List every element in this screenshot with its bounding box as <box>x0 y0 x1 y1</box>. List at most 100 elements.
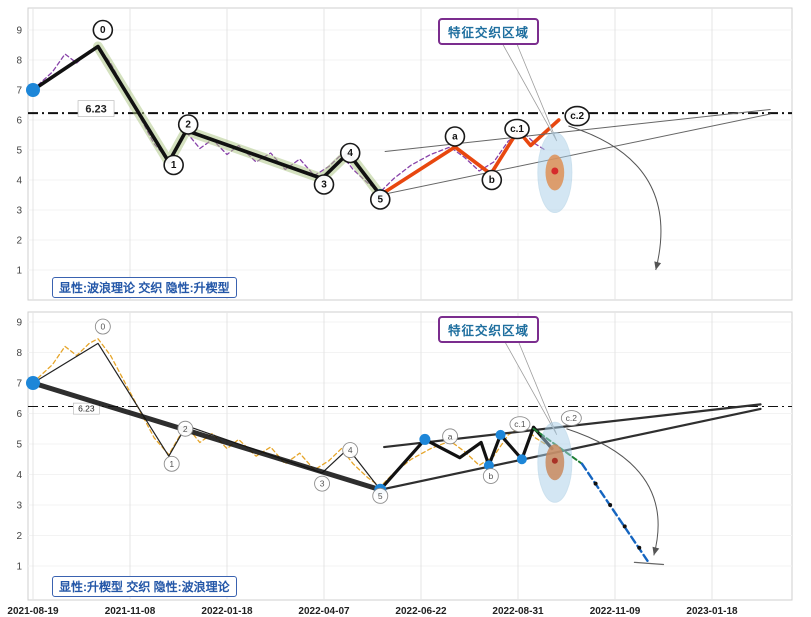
wave-label-text: a <box>452 132 458 143</box>
wave-label-circle <box>509 416 531 433</box>
marker-dot <box>495 429 506 440</box>
marker-dot <box>26 376 40 390</box>
annotation-interweave-zone-top: 特征交织区域 <box>438 18 540 45</box>
series-abc-impulse <box>378 118 561 197</box>
wave-label-text: c.1 <box>514 419 526 429</box>
wave-label-circle <box>560 410 582 427</box>
y-tick-label: 2 <box>16 236 22 247</box>
x-tick-label: 2022-01-18 <box>201 606 253 617</box>
marker-dot <box>419 433 431 445</box>
reference-label-box <box>77 100 115 117</box>
series-wave-halo <box>92 41 386 200</box>
wave-label-circle <box>163 455 180 472</box>
y-tick-label: 4 <box>16 176 22 187</box>
wave-label-circle <box>481 169 503 191</box>
x-tick-label: 2022-04-07 <box>298 606 350 617</box>
projection-arrow <box>568 125 662 271</box>
y-tick-label: 6 <box>16 116 22 127</box>
series-price-line <box>32 338 546 488</box>
series-price-line <box>32 45 546 193</box>
y-tick-label: 9 <box>16 318 22 329</box>
y-tick-label: 6 <box>16 409 22 420</box>
x-tick-label: 2022-11-09 <box>590 606 641 617</box>
wave-label-circle <box>372 487 389 504</box>
wave-label-text: c.2 <box>566 413 578 423</box>
x-tick-label: 2021-11-08 <box>105 606 156 617</box>
x-tick-label: 2023-01-18 <box>686 606 738 617</box>
wave-label-circle <box>504 118 530 140</box>
marker-dot <box>26 83 40 97</box>
wave-label-text: 3 <box>321 180 327 191</box>
y-tick-label: 9 <box>16 26 22 37</box>
mode-label-bottom-chart: 显性:升楔型 交织 隐性:波浪理论 <box>52 576 237 597</box>
y-tick-label: 7 <box>16 86 22 97</box>
wave-label-circle <box>94 318 111 335</box>
series-end-tick <box>633 561 665 566</box>
x-tick-label: 2022-06-22 <box>395 606 447 617</box>
series-wedge-lower <box>379 113 771 196</box>
wave-label-text: 2 <box>185 120 191 131</box>
mode-label-top-chart: 显性:波浪理论 交织 隐性:升楔型 <box>52 277 237 298</box>
wave-label-circle <box>177 114 199 135</box>
wave-label-text: 0 <box>100 25 106 36</box>
wave-label-text: 4 <box>348 445 353 455</box>
projection-arrowhead <box>652 546 660 556</box>
marker-dot <box>608 503 613 507</box>
y-tick-label: 1 <box>16 562 22 573</box>
marker-dot <box>551 167 559 175</box>
wave-label-text: 0 <box>100 322 105 332</box>
marker-dot <box>593 481 598 486</box>
wave-label-text: 5 <box>377 195 383 206</box>
y-tick-label: 2 <box>16 531 22 542</box>
plot-border <box>27 311 793 601</box>
series-wave-thin <box>32 342 381 491</box>
wave-label-circle <box>163 154 184 176</box>
annotation-interweave-zone-bottom: 特征交织区域 <box>438 316 540 343</box>
wave-label-text: 1 <box>171 160 177 171</box>
wave-label-text: b <box>489 175 495 186</box>
reference-label: 6.23 <box>78 404 95 414</box>
y-tick-label: 5 <box>16 440 22 451</box>
wave-label-text: 5 <box>378 491 383 501</box>
wave-label-text: 2 <box>183 424 188 434</box>
wave-label-circle <box>564 105 590 127</box>
plot-border <box>27 7 793 301</box>
x-tick-label: 2022-08-31 <box>492 606 544 617</box>
series-trend-thick <box>30 380 383 493</box>
projection-arrow <box>566 428 659 556</box>
wave-label-text: c.1 <box>510 124 524 135</box>
wave-label-circle <box>342 442 359 459</box>
y-tick-label: 8 <box>16 56 22 67</box>
wave-label-circle <box>177 420 194 437</box>
wave-label-text: c.2 <box>570 111 584 122</box>
wave-label-text: 3 <box>320 479 325 489</box>
callout-pointer <box>500 335 558 436</box>
marker-dot <box>637 545 642 550</box>
marker-dot <box>516 454 527 465</box>
y-tick-label: 8 <box>16 348 22 359</box>
y-tick-label: 3 <box>16 501 22 512</box>
reference-label-box <box>72 402 100 415</box>
y-tick-label: 4 <box>16 470 22 481</box>
wave-label-circle <box>442 428 459 445</box>
wave-label-text: b <box>488 471 493 481</box>
marker-dot <box>551 457 558 464</box>
wave-label-text: a <box>448 431 453 441</box>
y-tick-label: 3 <box>16 206 22 217</box>
projection-arrowhead <box>654 261 662 270</box>
marker-dot <box>622 524 627 529</box>
y-tick-label: 7 <box>16 379 22 390</box>
y-tick-label: 1 <box>16 266 22 277</box>
wave-label-circle <box>313 174 335 195</box>
wave-label-text: 4 <box>347 148 353 159</box>
wave-label-circle <box>369 189 391 210</box>
marker-dot <box>483 460 494 471</box>
wave-label-text: 1 <box>169 459 174 469</box>
wave-label-circle <box>444 126 466 147</box>
wave-label-circle <box>482 468 499 484</box>
series-wave-main <box>31 44 383 197</box>
wave-label-circle <box>92 19 114 41</box>
reference-label: 6.23 <box>85 104 106 116</box>
